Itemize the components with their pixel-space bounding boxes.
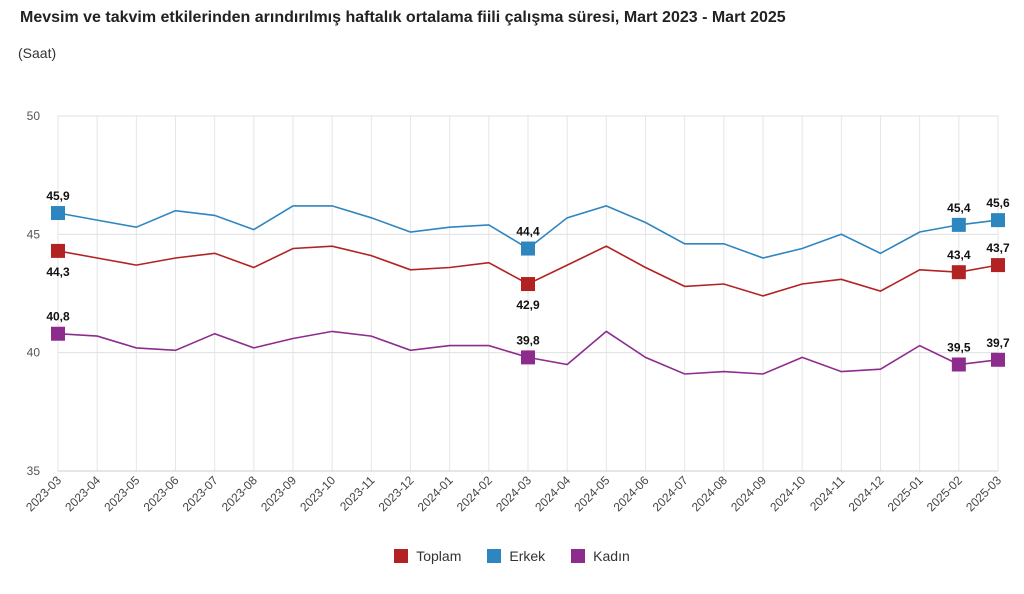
data-marker xyxy=(51,206,65,221)
y-tick-label: 45 xyxy=(27,227,41,241)
x-tick-label: 2023-07 xyxy=(180,473,221,514)
data-label: 45,4 xyxy=(947,201,971,215)
x-tick-label: 2023-05 xyxy=(101,473,142,514)
data-marker xyxy=(991,352,1005,367)
x-tick-label: 2024-04 xyxy=(532,473,573,514)
data-marker xyxy=(521,241,535,256)
legend-label-erkek: Erkek xyxy=(509,548,546,564)
data-label: 43,4 xyxy=(947,248,971,262)
x-tick-label: 2024-12 xyxy=(846,473,887,514)
legend-label-kadin: Kadın xyxy=(593,548,630,564)
data-marker xyxy=(951,217,966,232)
data-marker xyxy=(521,350,535,365)
x-tick-label: 2024-05 xyxy=(571,473,612,514)
legend-label-toplam: Toplam xyxy=(416,548,462,564)
data-label: 45,6 xyxy=(986,196,1010,210)
chart-legend: Toplam Erkek Kadın xyxy=(0,548,1024,564)
y-tick-label: 40 xyxy=(27,346,41,360)
data-marker xyxy=(51,243,65,258)
data-label: 45,9 xyxy=(46,189,70,203)
x-tick-label: 2023-10 xyxy=(297,473,338,514)
data-marker xyxy=(991,213,1005,228)
data-marker xyxy=(521,277,535,292)
x-tick-label: 2025-01 xyxy=(885,473,926,514)
data-marker xyxy=(951,265,966,280)
y-tick-label: 35 xyxy=(27,464,41,478)
x-tick-label: 2024-03 xyxy=(493,473,534,514)
legend-item-toplam[interactable]: Toplam xyxy=(394,548,461,564)
data-label: 39,5 xyxy=(947,341,971,355)
data-label: 43,7 xyxy=(986,241,1010,255)
x-tick-label: 2024-07 xyxy=(650,473,691,514)
legend-item-kadin[interactable]: Kadın xyxy=(571,548,630,564)
data-label: 44,4 xyxy=(516,225,540,239)
data-marker xyxy=(991,258,1005,273)
x-tick-label: 2023-06 xyxy=(141,473,182,514)
legend-swatch-kadin xyxy=(571,549,586,563)
x-tick-label: 2023-09 xyxy=(258,473,299,514)
x-tick-label: 2023-08 xyxy=(219,473,260,514)
x-tick-label: 2024-06 xyxy=(611,473,652,514)
x-tick-label: 2023-11 xyxy=(337,473,378,514)
data-label: 39,7 xyxy=(986,336,1010,350)
x-tick-label: 2024-11 xyxy=(807,473,848,514)
data-label: 44,3 xyxy=(46,265,70,279)
data-label: 42,9 xyxy=(516,298,540,312)
data-marker xyxy=(951,357,966,372)
legend-item-erkek[interactable]: Erkek xyxy=(487,548,545,564)
data-label: 40,8 xyxy=(46,310,70,324)
line-chart: 354045502023-032023-042023-052023-062023… xyxy=(23,109,1010,514)
legend-swatch-erkek xyxy=(487,549,502,563)
x-tick-label: 2024-09 xyxy=(728,473,769,514)
data-marker xyxy=(51,326,65,341)
x-tick-label: 2023-03 xyxy=(23,473,64,514)
legend-swatch-toplam xyxy=(394,549,409,563)
y-tick-label: 50 xyxy=(27,109,41,123)
x-tick-label: 2024-10 xyxy=(767,473,808,514)
chart-subtitle: (Saat) xyxy=(18,45,57,61)
x-tick-label: 2023-12 xyxy=(376,473,417,514)
x-tick-label: 2023-04 xyxy=(62,473,103,514)
chart-title: Mevsim ve takvim etkilerinden arındırılm… xyxy=(20,9,786,26)
x-tick-label: 2025-02 xyxy=(924,473,965,514)
x-tick-label: 2024-08 xyxy=(689,473,730,514)
x-tick-label: 2024-02 xyxy=(454,473,495,514)
data-label: 39,8 xyxy=(516,333,540,347)
x-tick-label: 2025-03 xyxy=(963,473,1004,514)
x-tick-label: 2024-01 xyxy=(415,473,456,514)
